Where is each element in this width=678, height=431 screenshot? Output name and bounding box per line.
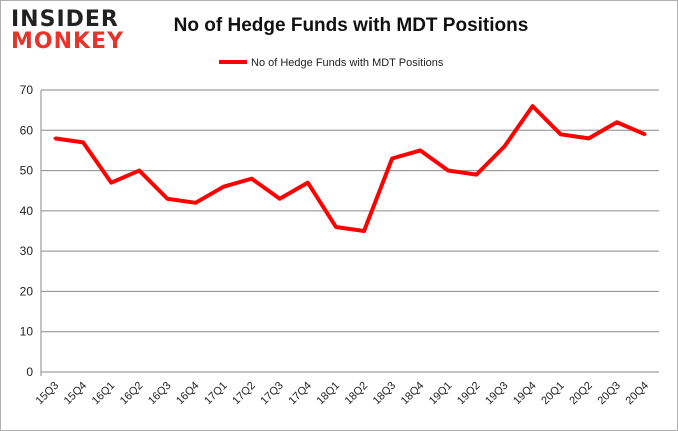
- x-tick-label: 18Q2: [343, 380, 371, 408]
- y-tick-label: 40: [20, 204, 34, 218]
- data-point: [222, 185, 226, 189]
- data-point: [334, 225, 338, 229]
- x-tick-label: 20Q3: [595, 380, 623, 408]
- y-tick-label: 50: [20, 164, 34, 178]
- data-point: [194, 201, 197, 205]
- y-tick-label: 70: [20, 83, 34, 97]
- y-tick-label: 20: [20, 284, 34, 298]
- y-tick-label: 30: [20, 244, 34, 258]
- data-point: [165, 197, 169, 201]
- data-point: [474, 173, 478, 177]
- y-tick-label: 10: [20, 325, 34, 339]
- data-point: [137, 169, 141, 173]
- data-point: [109, 181, 113, 185]
- x-tick-label: 16Q2: [118, 380, 146, 408]
- data-point: [418, 148, 422, 152]
- data-point: [278, 197, 282, 201]
- x-tick-label: 17Q4: [286, 380, 314, 408]
- data-point: [250, 177, 254, 181]
- chart-title: No of Hedge Funds with MDT Positions: [173, 15, 529, 36]
- insider-monkey-logo: INSIDER MONKEY: [11, 9, 124, 53]
- x-tick-label: 20Q2: [567, 380, 595, 408]
- series-line: [54, 104, 646, 233]
- data-point: [615, 120, 619, 124]
- x-tick-label: 15Q3: [34, 380, 62, 408]
- data-point: [362, 229, 366, 233]
- x-tick-label: 18Q3: [371, 380, 399, 408]
- x-tick-label: 19Q2: [455, 380, 483, 408]
- x-tick-label: 15Q4: [62, 380, 90, 408]
- x-tick-label: 19Q1: [427, 380, 455, 408]
- x-tick-label: 16Q3: [146, 380, 174, 408]
- data-point: [53, 136, 57, 140]
- x-tick-label: 17Q3: [258, 380, 286, 408]
- legend-label: No of Hedge Funds with MDT Positions: [251, 57, 444, 69]
- y-tick-label: 0: [26, 365, 33, 379]
- data-point: [531, 104, 535, 108]
- data-point: [587, 136, 591, 140]
- x-tick-label: 19Q4: [511, 380, 539, 408]
- data-point: [446, 169, 450, 173]
- y-tick-label: 60: [20, 123, 34, 137]
- data-point: [306, 181, 310, 185]
- x-tick-label: 17Q1: [202, 380, 230, 408]
- x-tick-label: 20Q4: [624, 380, 652, 408]
- logo-line1: INSIDER: [11, 7, 119, 32]
- x-tick-label: 18Q1: [315, 380, 343, 408]
- logo-line2: MONKEY: [11, 29, 125, 54]
- x-tick-label: 16Q1: [90, 380, 118, 408]
- data-point: [503, 144, 506, 148]
- data-point: [559, 132, 563, 136]
- x-tick-label: 16Q4: [174, 380, 202, 408]
- data-point: [390, 156, 394, 160]
- x-tick-label: 18Q4: [399, 380, 427, 408]
- x-tick-label: 19Q3: [483, 380, 511, 408]
- data-point: [643, 132, 647, 136]
- x-tick-label: 20Q1: [539, 380, 567, 408]
- data-point: [81, 140, 85, 144]
- x-tick-label: 17Q2: [230, 380, 258, 408]
